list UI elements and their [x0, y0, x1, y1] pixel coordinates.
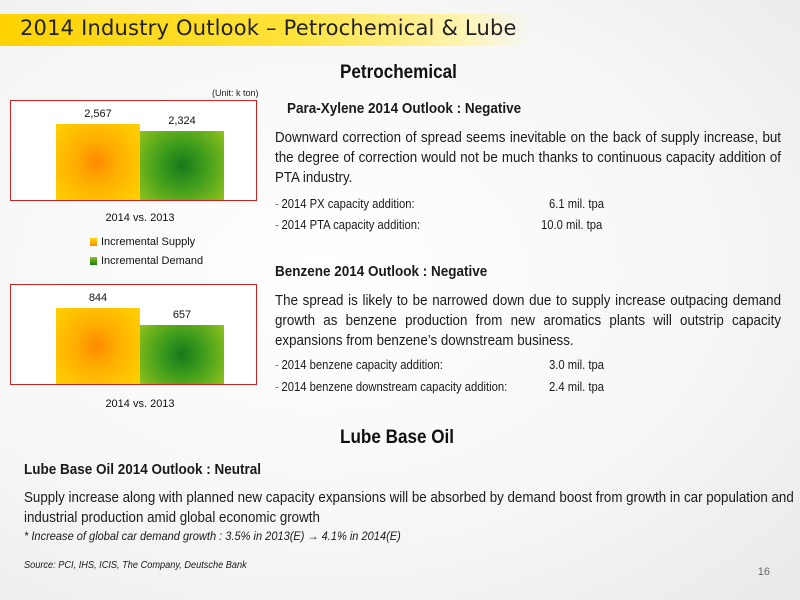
px-heading: Para-Xylene 2014 Outlook : Negative [287, 100, 522, 117]
page-number: 16 [757, 566, 770, 578]
lube-outlook-heading: Lube Base Oil 2014 Outlook : Neutral [24, 461, 262, 478]
bz-category-label: 2014 vs. 2013 [105, 398, 175, 410]
title-band [0, 14, 530, 46]
lube-body: Supply increase along with planned new c… [24, 490, 794, 526]
px-supply-bar [56, 124, 140, 200]
bz-bullet-1-label: 2014 benzene capacity addition: [281, 358, 443, 372]
bz-bullet-1: -2014 benzene capacity addition: [275, 358, 443, 372]
lube-footnote: * Increase of global car demand growth :… [24, 529, 401, 543]
demand-swatch [90, 257, 97, 265]
lube-heading: Lube Base Oil [340, 427, 455, 448]
unit-label: (Unit: k ton) [212, 88, 259, 98]
px-demand-value: 2,324 [168, 115, 196, 127]
bz-supply-bar [56, 308, 140, 384]
legend-demand: Incremental Demand [90, 255, 203, 267]
page-title: 2014 Industry Outlook – Petrochemical & … [20, 16, 517, 40]
dash-icon: - [275, 358, 279, 372]
source-note: Source: PCI, IHS, ICIS, The Company, Deu… [24, 560, 247, 571]
legend-demand-label: Incremental Demand [101, 255, 204, 267]
bz-supply-value: 844 [88, 292, 108, 304]
bz-demand-bar [140, 325, 224, 384]
bz-body: The spread is likely to be narrowed down… [275, 293, 781, 349]
supply-swatch [90, 238, 97, 246]
bz-bullet-2-value: 2.4 mil. tpa [549, 380, 605, 394]
dash-icon: - [275, 380, 279, 394]
bz-heading: Benzene 2014 Outlook : Negative [275, 263, 488, 280]
px-bullet-2-label: 2014 PTA capacity addition: [281, 218, 421, 232]
px-bullet-1-value: 6.1 mil. tpa [549, 197, 605, 211]
px-body: Downward correction of spread seems inev… [275, 130, 781, 186]
px-category-label: 2014 vs. 2013 [105, 212, 175, 224]
px-demand-bar [140, 131, 224, 200]
px-chart: 2,567 2,324 [10, 100, 257, 201]
px-bullet-2-value: 10.0 mil. tpa [541, 218, 603, 232]
bz-bullet-1-value: 3.0 mil. tpa [549, 358, 605, 372]
legend-supply-label: Incremental Supply [101, 236, 196, 248]
dash-icon: - [275, 197, 279, 211]
legend-supply: Incremental Supply [90, 236, 195, 248]
bz-bullet-2-label: 2014 benzene downstream capacity additio… [281, 380, 508, 394]
px-bullet-1-label: 2014 PX capacity addition: [281, 197, 415, 211]
px-bullet-2: -2014 PTA capacity addition: [275, 218, 420, 232]
bz-chart: 844 657 [10, 284, 257, 385]
bz-bullet-2: -2014 benzene downstream capacity additi… [275, 380, 507, 394]
px-bullet-1: -2014 PX capacity addition: [275, 197, 415, 211]
px-supply-value: 2,567 [84, 108, 112, 120]
petrochemical-heading: Petrochemical [340, 62, 457, 83]
bz-demand-value: 657 [172, 309, 192, 321]
dash-icon: - [275, 218, 279, 232]
